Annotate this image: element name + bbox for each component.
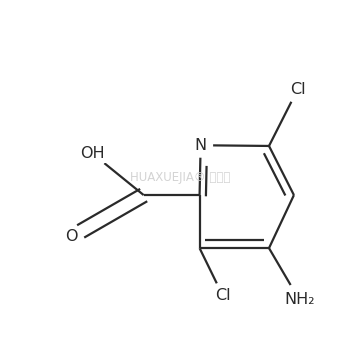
Text: OH: OH <box>81 146 105 161</box>
Text: Cl: Cl <box>290 82 305 97</box>
Text: N: N <box>195 138 207 153</box>
Text: NH₂: NH₂ <box>284 292 315 307</box>
Text: O: O <box>65 229 78 244</box>
Text: Cl: Cl <box>215 288 230 303</box>
Text: HUAXUEJIA® 化学加: HUAXUEJIA® 化学加 <box>130 172 230 184</box>
